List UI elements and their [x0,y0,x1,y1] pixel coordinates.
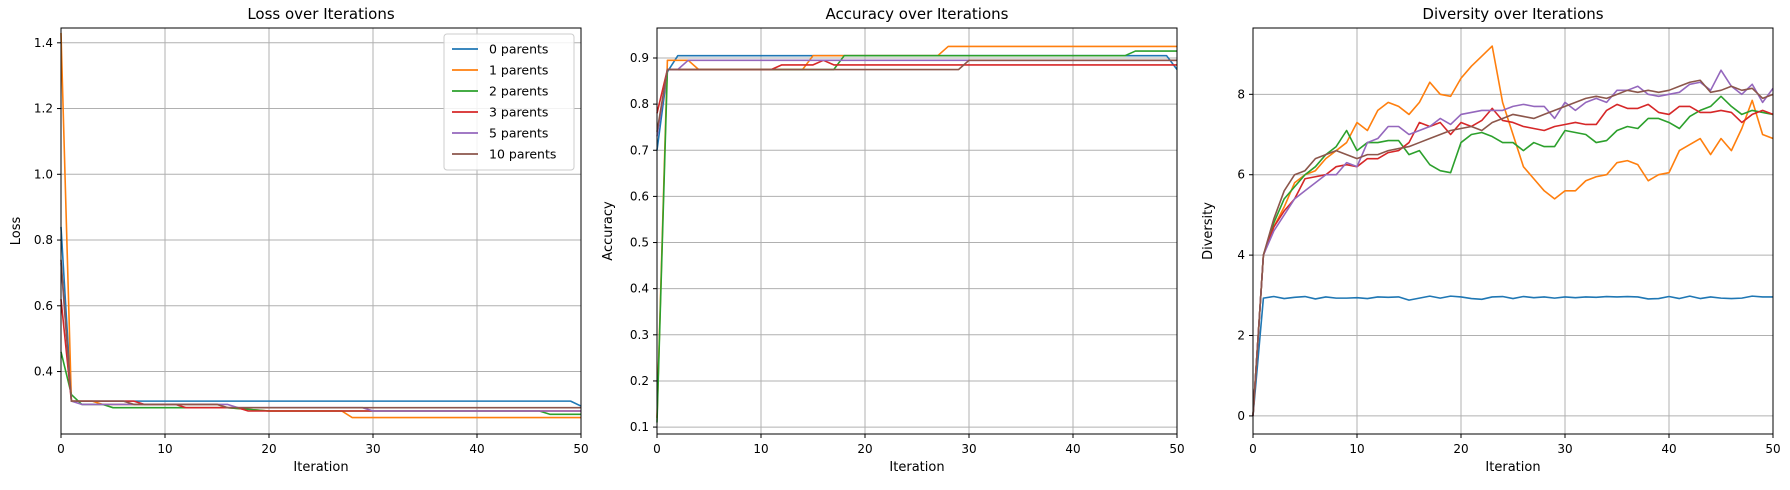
x-tick-label: 40 [1065,442,1080,456]
y-tick-label: 0.2 [630,374,649,388]
x-tick-label: 20 [261,442,276,456]
y-tick-label: 0.8 [34,233,53,247]
y-axis-label: Accuracy [601,201,616,261]
series-line-10-parents [656,59,1177,132]
series-line-1-parents [656,45,1177,418]
x-tick-label: 10 [753,442,768,456]
series-line-5-parents [656,59,1177,137]
y-axis-label: Loss [9,217,24,246]
legend: 0 parents 1 parents 2 parents 3 parents 5 pa… [443,33,575,171]
x-tick-label: 50 [573,442,588,456]
x-tick-label: 10 [157,442,172,456]
x-axis-label: Iteration [1485,460,1540,475]
x-tick-label: 40 [469,442,484,456]
y-tick-label: 4 [1237,248,1245,262]
series-line-1-parents [1252,45,1774,416]
chart-panel-2: 0 10 20 30 40 50 0 2 4 6 8 Diversity over Iteration… [1201,5,1781,475]
y-tick-label: 0 [1237,409,1245,423]
legend-entry: 5 parents [489,126,548,141]
y-tick-label: 2 [1237,329,1245,343]
x-axis-label: Iteration [889,460,944,475]
chart-title: Loss over Iterations [247,5,395,23]
x-tick-label: 40 [1661,442,1676,456]
chart-panel-0: 0 10 20 30 40 50 0.4 0.6 0.8 1.0 1.2 1.4 Loss over I… [9,5,589,475]
plot-frame [60,27,582,435]
y-tick-label: 0.1 [630,420,649,434]
legend-entry: 10 parents [489,147,556,162]
y-tick-label: 1.0 [34,167,53,181]
series-line-3-parents [60,299,581,412]
series-line-0-parents [1252,295,1773,416]
x-tick-label: 20 [857,442,872,456]
x-tick-label: 10 [1349,442,1364,456]
series-line-5-parents [60,262,581,412]
plot-frame [1252,27,1774,435]
x-tick-label: 0 [57,442,65,456]
series-line-2-parents [656,50,1177,423]
chart-panel-1: 0 10 20 30 40 50 0.1 0.2 0.3 0.4 0.5 0.6 0.7 0.8 0.9 Ac… [601,5,1185,475]
series-line-10-parents [60,259,581,409]
y-tick-label: 0.3 [630,328,649,342]
x-tick-label: 0 [1249,442,1257,456]
y-tick-label: 6 [1237,168,1245,182]
x-tick-label: 30 [1557,442,1572,456]
y-tick-label: 1.4 [34,36,53,50]
x-tick-label: 20 [1453,442,1468,456]
x-tick-label: 50 [1765,442,1780,456]
y-tick-label: 0.4 [630,282,649,296]
y-tick-label: 1.2 [34,102,53,116]
legend-entry: 3 parents [489,105,548,120]
y-tick-label: 0.7 [630,143,649,157]
x-axis-label: Iteration [293,460,348,475]
chart-title: Diversity over Iterations [1422,5,1603,23]
legend-box [443,33,575,171]
series-line-3-parents [1252,103,1774,416]
series-line-5-parents [1252,69,1774,416]
series-line-3-parents [656,59,1177,114]
y-tick-label: 8 [1237,87,1245,101]
y-tick-label: 0.6 [630,189,649,203]
series-line-0-parents [60,226,582,407]
y-tick-label: 0.6 [34,299,53,313]
y-axis-label: Diversity [1201,202,1216,260]
y-tick-label: 0.8 [630,97,649,111]
x-tick-label: 30 [961,442,976,456]
chart-title: Accuracy over Iterations [826,5,1009,23]
x-tick-label: 50 [1169,442,1184,456]
plot-frame [656,27,1178,435]
legend-entry: 1 parents [489,63,548,78]
y-tick-label: 0.5 [630,236,649,250]
y-tick-label: 0.4 [34,365,53,379]
legend-entry: 0 parents [489,42,548,57]
series-line-2-parents [1252,95,1774,416]
x-tick-label: 30 [365,442,380,456]
series-line-10-parents [1252,79,1774,416]
legend-entry: 2 parents [489,84,548,99]
x-tick-label: 0 [653,442,661,456]
y-tick-label: 0.9 [630,51,649,65]
